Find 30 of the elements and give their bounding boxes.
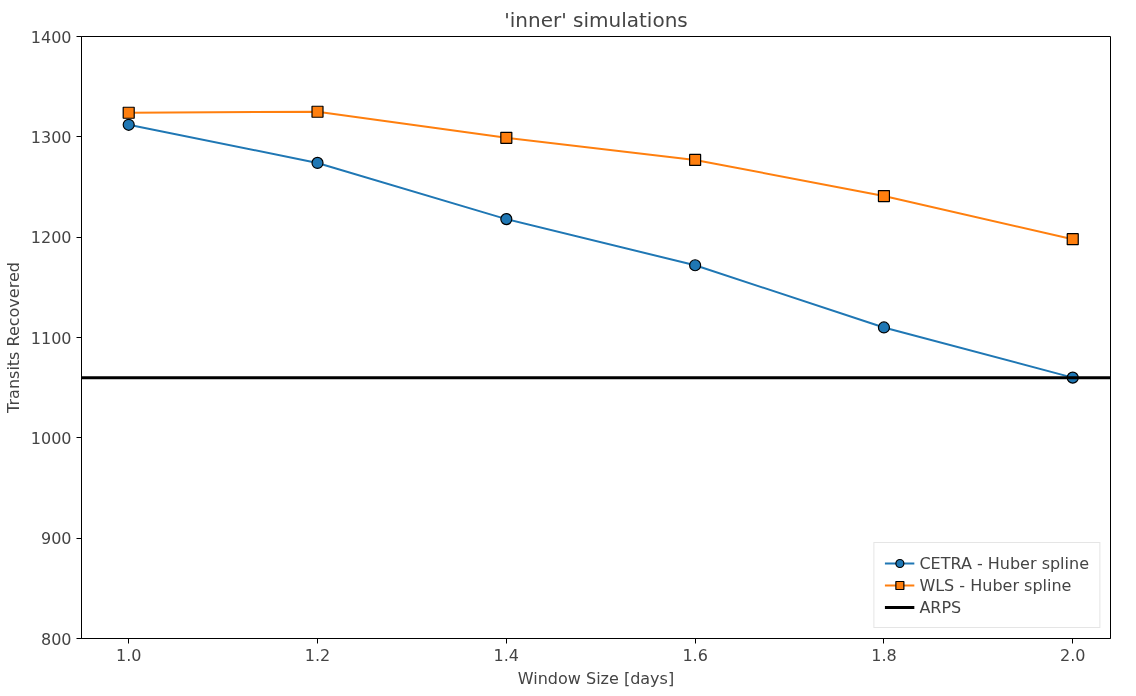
point [500, 131, 513, 144]
point [311, 156, 324, 170]
legend-label: CETRA - Huber spline [919, 553, 1089, 573]
y-tick-label: 800 [40, 629, 72, 649]
y-tick-label: 900 [40, 529, 72, 549]
x-axis-title: Window Size [days] [517, 668, 675, 688]
y-axis-title: Transits Recovered [3, 262, 23, 414]
chart-title: 'inner' simulations [504, 7, 688, 32]
x-tick-label: 2.0 [1060, 645, 1086, 665]
point [122, 106, 135, 119]
x-tick-label: 1.2 [304, 645, 331, 665]
y-tick-label: 1400 [30, 27, 72, 47]
x-tick-label: 1.6 [682, 645, 708, 665]
point [122, 118, 135, 131]
point [689, 259, 702, 272]
x-tick-label: 1.0 [115, 645, 142, 665]
point [877, 321, 891, 334]
point [500, 213, 513, 226]
y-tick-label: 1300 [30, 127, 72, 147]
point [689, 153, 702, 167]
x-tick-label: 1.4 [493, 645, 520, 665]
y-tick-label: 1200 [30, 228, 72, 248]
x-tick-label: 1.8 [871, 645, 897, 665]
point [1066, 233, 1079, 246]
y-tick-label: 1100 [30, 328, 72, 348]
legend-label: WLS - Huber spline [919, 575, 1072, 595]
point [877, 189, 891, 203]
y-tick-label: 1000 [30, 428, 72, 448]
legend-label: ARPS [919, 597, 962, 617]
point [311, 105, 324, 118]
